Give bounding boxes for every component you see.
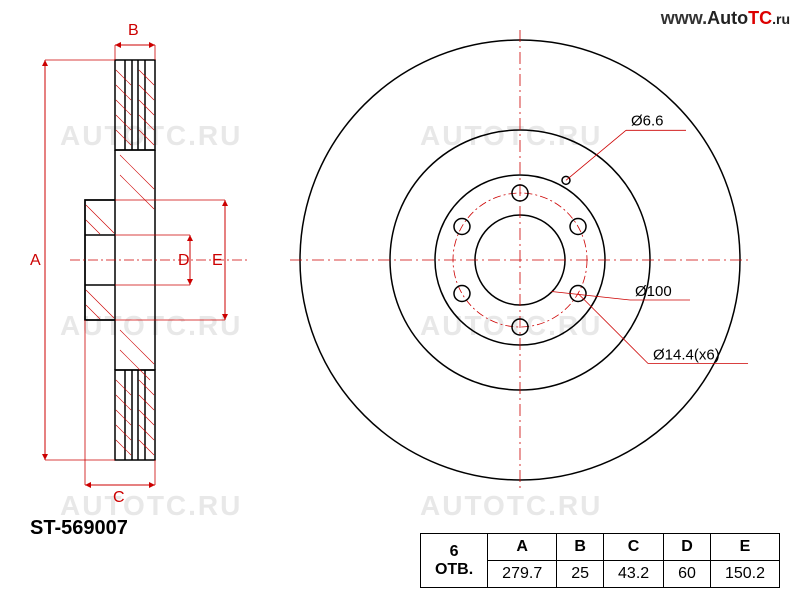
hole-suffix: ОТВ. (435, 561, 473, 578)
logo-auto: Auto (707, 8, 748, 28)
dim-a-label: A (30, 252, 41, 269)
table-value: 150.2 (710, 561, 779, 588)
table-header: A (488, 534, 557, 561)
callout-bore: Ø100 (635, 283, 672, 300)
technical-drawing: A B C D E Ø6.6 Ø100 Ø14.4(x6) (0, 0, 800, 600)
table-value: 60 (664, 561, 711, 588)
side-view: A B C D E (30, 22, 250, 506)
table-header: C (604, 534, 664, 561)
table-value: 25 (557, 561, 604, 588)
table-value: 43.2 (604, 561, 664, 588)
front-view: Ø6.6 Ø100 Ø14.4(x6) (290, 30, 750, 490)
logo-tc: TC (748, 8, 772, 28)
hole-count-cell: 6 ОТВ. (420, 534, 487, 588)
callout-bolt: Ø14.4(x6) (653, 347, 720, 364)
dim-d-label: D (178, 252, 190, 269)
logo-ru: .ru (772, 11, 790, 27)
part-number: ST-569007 (30, 517, 128, 540)
hole-count: 6 (450, 543, 459, 560)
logo-prefix: www. (661, 8, 707, 28)
dim-e-label: E (212, 252, 223, 269)
table-value: 279.7 (488, 561, 557, 588)
table-header: D (664, 534, 711, 561)
table-header: B (557, 534, 604, 561)
table-header: E (710, 534, 779, 561)
callout-pin: Ø6.6 (631, 112, 664, 129)
dim-b-label: B (128, 22, 139, 39)
table-row: 6 ОТВ. A B C D E (420, 534, 779, 561)
dim-c-label: C (113, 489, 125, 506)
dimension-table: 6 ОТВ. A B C D E 279.7 25 43.2 60 150.2 (420, 533, 780, 588)
site-logo: www.AutoTC.ru (661, 8, 790, 29)
